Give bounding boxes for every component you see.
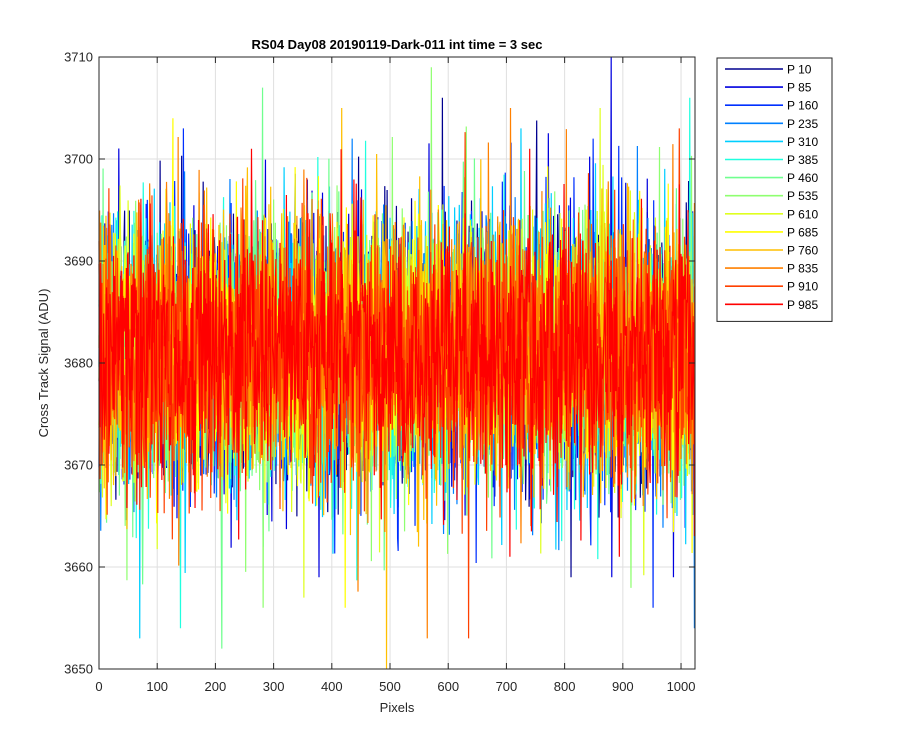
axis-ticks: 0 100 200 300 400 500 600 700 800 900 1000 3650 3660…	[64, 50, 695, 695]
legend-entry: P 160	[725, 99, 818, 113]
series-lines	[98, 56, 696, 670]
legend-label: P 160	[787, 99, 818, 113]
legend-box	[716, 57, 833, 322]
x-tick-label: 0	[95, 679, 102, 694]
legend-label: P 535	[787, 189, 818, 203]
legend-entry: P 85	[725, 81, 812, 95]
x-tick-label: 900	[612, 679, 634, 694]
x-axis-label: Pixels	[380, 700, 415, 715]
x-tick-label: 300	[263, 679, 285, 694]
legend-entry: P 535	[725, 189, 818, 203]
legend-label: P 610	[787, 207, 818, 221]
legend-label: P 910	[787, 280, 818, 294]
legend-entry: P 460	[725, 171, 818, 185]
legend-entry: P 235	[725, 117, 818, 131]
legend-label: P 985	[787, 298, 818, 312]
x-tick-label: 500	[379, 679, 401, 694]
series-line-p-985	[98, 148, 696, 557]
legend-entry: P 985	[725, 298, 818, 312]
legend-label: P 685	[787, 225, 818, 239]
legend-entry: P 685	[725, 225, 818, 239]
y-tick-label: 3680	[64, 356, 93, 371]
legend-entry: P 385	[725, 153, 818, 167]
x-tick-label: 1000	[667, 679, 696, 694]
legend-label: P 760	[787, 244, 818, 258]
x-tick-label: 700	[496, 679, 518, 694]
y-tick-label: 3700	[64, 152, 93, 167]
x-tick-label: 600	[437, 679, 459, 694]
y-tick-label: 3690	[64, 254, 93, 269]
legend-label: P 385	[787, 153, 818, 167]
legend-label: P 310	[787, 135, 818, 149]
legend-label: P 235	[787, 117, 818, 131]
chart-title: RS04 Day08 20190119-Dark-011 int time = …	[252, 37, 543, 52]
x-tick-label: 100	[146, 679, 168, 694]
legend-label: P 10	[787, 63, 812, 77]
y-tick-label: 3650	[64, 662, 93, 677]
y-tick-label: 3660	[64, 560, 93, 575]
y-tick-label: 3670	[64, 458, 93, 473]
legend: P 10 P 85 P 160 P 235 P 310 P 385 P 460 P 535 P …	[716, 57, 833, 322]
legend-label: P 835	[787, 262, 818, 276]
legend-entry: P 910	[725, 280, 818, 294]
x-tick-label: 200	[205, 679, 227, 694]
x-tick-label: 800	[554, 679, 576, 694]
x-tick-label: 400	[321, 679, 343, 694]
legend-label: P 85	[787, 81, 812, 95]
y-tick-label: 3710	[64, 50, 93, 65]
legend-entry: P 10	[725, 63, 812, 77]
legend-entry: P 835	[725, 262, 818, 276]
legend-entry: P 610	[725, 207, 818, 221]
legend-entry: P 760	[725, 244, 818, 258]
y-axis-label: Cross Track Signal (ADU)	[36, 289, 51, 438]
legend-entry: P 310	[725, 135, 818, 149]
legend-label: P 460	[787, 171, 818, 185]
